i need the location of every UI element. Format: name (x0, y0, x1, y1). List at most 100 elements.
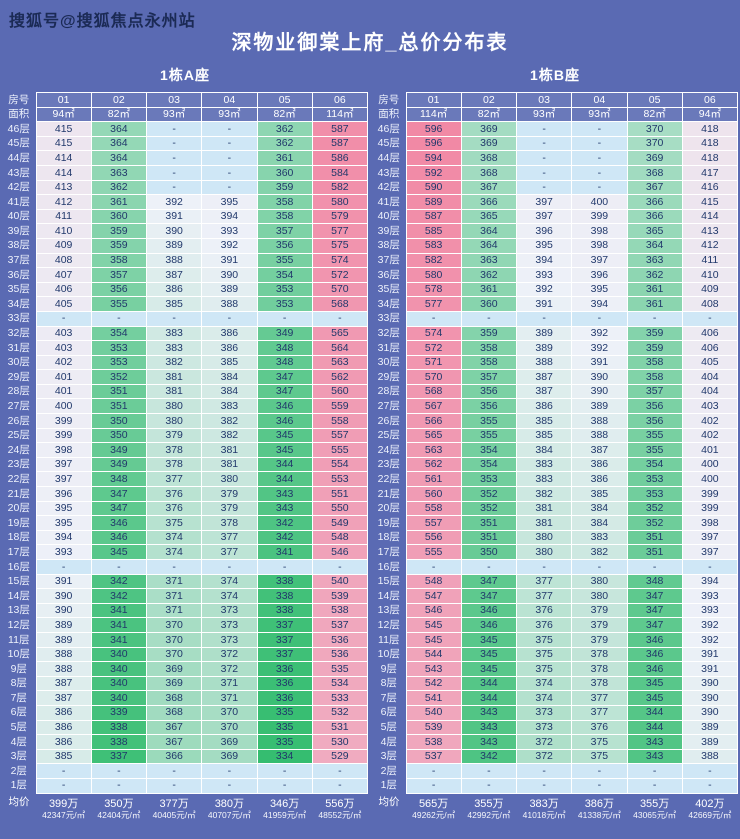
price-cell: 592 (405, 164, 462, 181)
floor-row: 3层 537 342 372 375 343 388 (372, 748, 739, 765)
floor-label: 40层 (377, 210, 400, 223)
price-cell: - (90, 777, 148, 794)
price-cell: 412 (35, 194, 92, 210)
price-cell: 349 (90, 456, 148, 473)
price-cell: 397 (515, 208, 573, 225)
price-cell: 351 (90, 398, 148, 415)
avg-row-label: 均价 (8, 796, 30, 808)
price-cell: - (681, 559, 739, 575)
price-cell: 345 (460, 646, 518, 663)
price-cell: 351 (460, 515, 518, 531)
price-cell: 396 (35, 486, 92, 502)
price-cell: 346 (626, 631, 683, 648)
price-cell: 343 (460, 719, 518, 736)
price-cell: 373 (201, 631, 258, 648)
price-cell: 378 (145, 456, 203, 473)
page-title: 深物业御棠上府_总价分布表 (231, 32, 509, 54)
price-cell: 391 (515, 296, 573, 312)
floor-label: 13层 (7, 604, 30, 617)
price-cell: 375 (571, 748, 628, 765)
avg-total-price: 386万 (584, 797, 615, 810)
floor-row: 30层 571 358 388 391 358 405 (372, 354, 739, 371)
price-cell: 386 (35, 719, 92, 736)
price-cell: 355 (626, 427, 683, 444)
avg-unit-price: 40405元/㎡ (152, 809, 196, 820)
price-cell: 386 (571, 456, 628, 473)
area-header-cell: 93㎡ (571, 106, 628, 123)
price-cell: - (35, 763, 92, 779)
floor-label: 18层 (7, 531, 30, 544)
floor-label: 25层 (7, 429, 30, 442)
price-cell: 406 (681, 325, 739, 342)
price-cell: 354 (460, 442, 518, 458)
price-cell: 536 (311, 631, 369, 648)
floor-label: 43层 (377, 166, 400, 179)
floor-label: 23层 (7, 458, 30, 471)
price-cell: 369 (145, 675, 203, 692)
price-cell: - (201, 310, 258, 327)
price-cell: 343 (256, 486, 313, 502)
price-cell: - (201, 179, 258, 196)
floor-label: 42层 (7, 181, 30, 194)
price-cell: 347 (626, 588, 683, 604)
price-cell: 533 (311, 690, 369, 706)
price-cell: 364 (90, 150, 148, 166)
floor-row: 14层 390 342 371 374 338 539 (2, 588, 369, 604)
price-cell: 397 (681, 529, 739, 546)
floor-row: 9层 388 340 369 372 336 535 (2, 661, 369, 677)
price-cell: 350 (90, 413, 148, 429)
price-cell: 385 (35, 748, 92, 765)
price-cell: 362 (256, 135, 313, 152)
price-cell: 392 (681, 631, 739, 648)
floor-label: 8层 (380, 677, 397, 690)
price-cell: 382 (515, 486, 573, 502)
price-table-a: 房号 01 02 03 04 05 06 面积 94㎡ 82㎡ 93㎡ 93㎡ 82㎡ 114㎡ 46层 41… (2, 92, 369, 820)
floor-label: 15层 (377, 575, 400, 588)
price-cell: 365 (626, 223, 683, 239)
price-cell: 344 (460, 690, 518, 706)
area-header-cell: 82㎡ (256, 106, 313, 123)
price-cell: 342 (256, 529, 313, 546)
price-cell: 373 (515, 719, 573, 736)
unit-header-cell: 03 (145, 92, 203, 108)
price-cell: 368 (626, 164, 683, 181)
floor-label: 28层 (7, 385, 30, 398)
avg-cell: 399万 42347元/㎡ (36, 793, 91, 820)
price-cell: 556 (405, 529, 462, 546)
price-cell: 577 (311, 223, 369, 239)
floor-row: 25层 565 355 385 388 355 402 (372, 427, 739, 444)
price-cell: 402 (681, 413, 739, 429)
avg-total-price: 383万 (529, 797, 559, 810)
price-cell: 378 (145, 442, 203, 458)
price-cell: 388 (515, 354, 573, 371)
floor-row: 46层 415 364- -362 587 (2, 121, 369, 137)
price-cell: 567 (405, 398, 462, 415)
floor-row: 7层 541 344 374 377 345 390 (372, 690, 739, 706)
price-cell: 344 (256, 471, 313, 488)
floor-row: 16层 - - - - - - (372, 559, 739, 575)
price-cell: - (311, 559, 369, 575)
floor-row: 13层 390 341 371 373 338 538 (2, 602, 369, 619)
price-cell: 361 (460, 281, 518, 298)
price-cell: 537 (311, 617, 369, 633)
price-cell: 378 (201, 515, 258, 531)
price-cell: 342 (256, 515, 313, 531)
price-cell: 392 (515, 281, 573, 298)
floor-label: 42层 (377, 181, 400, 194)
price-cell: - (571, 763, 628, 779)
price-cell: 369 (145, 661, 203, 677)
price-cell: 559 (311, 398, 369, 415)
avg-unit-price: 42404元/㎡ (97, 809, 141, 820)
price-cell: 562 (405, 456, 462, 473)
price-cell: 368 (460, 164, 518, 181)
price-cell: 360 (256, 164, 313, 181)
price-cell: 386 (201, 325, 258, 342)
price-cell: 399 (35, 427, 92, 444)
price-cell: 547 (405, 588, 462, 604)
price-cell: 403 (35, 340, 92, 356)
price-cell: 397 (681, 544, 739, 560)
price-cell: 348 (626, 573, 683, 590)
floor-row: 21层 396 347 376 379 343 551 (2, 486, 369, 502)
price-cell: 342 (460, 748, 518, 765)
price-cell: 561 (405, 471, 462, 488)
